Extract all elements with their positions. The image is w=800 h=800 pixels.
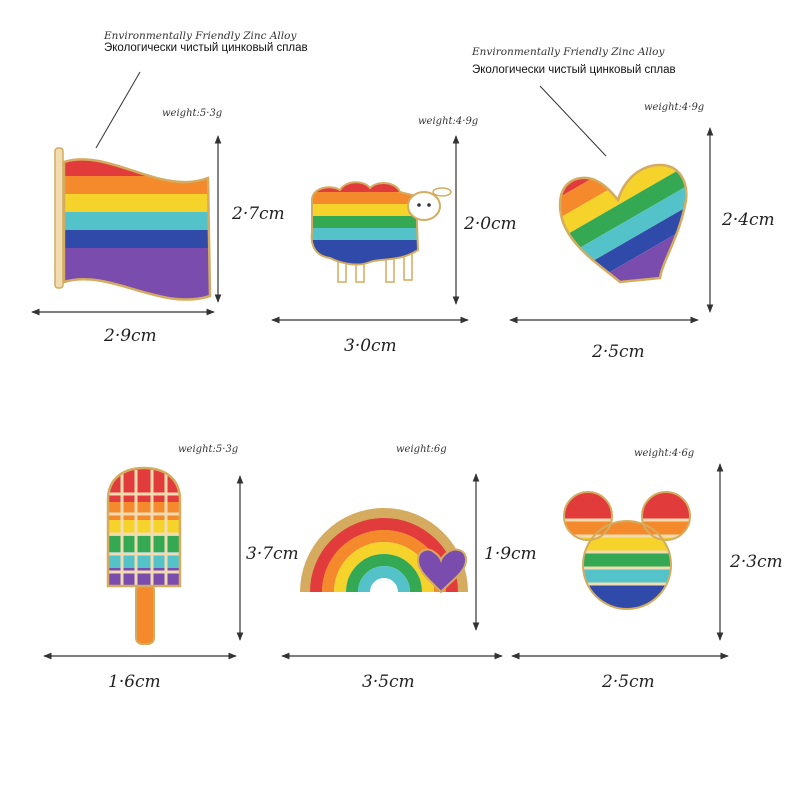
height-label: 2·0cm: [464, 214, 517, 234]
weight-label: weight:4·6g: [634, 448, 695, 459]
weight-label: weight:4·9g: [644, 102, 705, 113]
rainbow-heart-pin: [558, 163, 688, 284]
width-label: 3·0cm: [344, 336, 397, 356]
rainbow-flag-pin: [54, 147, 212, 301]
rainbow-popsicle-pin: [106, 466, 182, 645]
material-note-ru: Экологически чистый цинковый сплав: [472, 64, 676, 76]
note-pointer-line: [539, 85, 607, 157]
width-label: 1·6cm: [108, 672, 161, 692]
height-label: 1·9cm: [484, 544, 537, 564]
height-label: 2·7cm: [232, 204, 285, 224]
height-label: 2·3cm: [730, 552, 783, 572]
weight-label: weight:5·3g: [178, 444, 239, 455]
material-note-en: Environmentally Friendly Zinc Alloy: [104, 30, 297, 42]
width-label: 2·9cm: [104, 326, 157, 346]
height-label: 3·7cm: [246, 544, 299, 564]
rainbow-arch-heart-pin: [300, 508, 468, 594]
width-label: 2·5cm: [592, 342, 645, 362]
material-note: Environmentally Friendly Zinc Alloy Экол…: [472, 46, 676, 76]
height-label: 2·4cm: [722, 210, 775, 230]
weight-label: weight:6g: [396, 444, 447, 455]
weight-label: weight:4·9g: [418, 116, 479, 127]
rainbow-sheep-pin: [310, 181, 452, 283]
material-note-en: Environmentally Friendly Zinc Alloy: [472, 46, 665, 58]
width-label: 2·5cm: [602, 672, 655, 692]
width-label: 3·5cm: [362, 672, 415, 692]
rainbow-mouse-head-pin: [563, 491, 691, 610]
weight-label: weight:5·3g: [162, 108, 223, 119]
material-note: Environmentally Friendly Zinc Alloy Экол…: [104, 30, 308, 54]
note-pointer-line: [95, 71, 141, 149]
material-note-ru: Экологически чистый цинковый сплав: [104, 42, 308, 54]
